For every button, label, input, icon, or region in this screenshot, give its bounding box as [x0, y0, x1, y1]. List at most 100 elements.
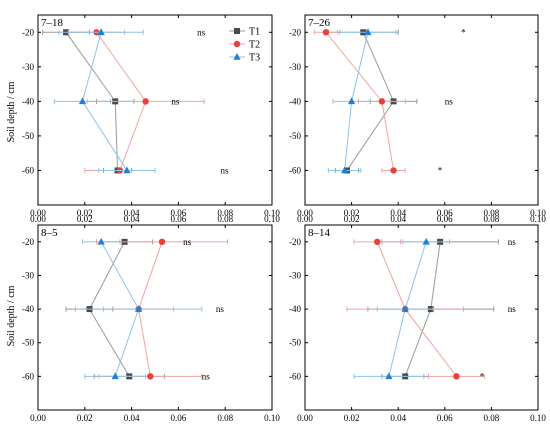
- x-tick-label: 0.06: [437, 208, 453, 218]
- data-point-T3: [348, 97, 356, 105]
- x-tick-label: 0.00: [297, 413, 313, 423]
- y-tick-label: -50: [22, 131, 34, 141]
- significance-label: *: [438, 165, 443, 175]
- data-point-T3: [341, 166, 349, 174]
- x-tick-label: 0.08: [217, 413, 233, 423]
- x-tick-label: 0.08: [484, 413, 500, 423]
- y-tick-label: -40: [289, 304, 301, 314]
- x-tick-label-top: 0.02: [344, 214, 360, 224]
- y-tick-label: -40: [289, 96, 301, 106]
- legend-label-T2: T2: [249, 40, 260, 51]
- data-point-T3: [97, 237, 105, 245]
- x-tick-label-top: 0.10: [264, 214, 280, 224]
- x-tick-label: 0.02: [77, 208, 93, 218]
- x-tick-label: 0.04: [124, 208, 140, 218]
- panel-title: 8–14: [308, 227, 331, 239]
- x-tick-label: 0.04: [390, 208, 406, 218]
- x-tick-label: 0.08: [217, 208, 233, 218]
- significance-label: ns: [445, 96, 454, 106]
- x-tick-label-top: 0.10: [530, 214, 546, 224]
- legend-label-T1: T1: [249, 27, 260, 38]
- data-point-T3: [385, 372, 393, 380]
- significance-label: ns: [508, 237, 516, 247]
- panel-frame-4: [304, 224, 539, 411]
- y-tick-label: -60: [22, 371, 34, 381]
- x-tick-label-top: 0.08: [217, 214, 233, 224]
- x-tick-label: 0.02: [344, 208, 360, 218]
- y-tick-label: -30: [22, 62, 34, 72]
- y-tick-label: -30: [289, 62, 301, 72]
- legend-label-T3: T3: [249, 53, 260, 64]
- significance-label: ns: [216, 304, 225, 314]
- x-tick-label: 0.00: [297, 208, 313, 218]
- y-tick-label: -50: [22, 338, 34, 348]
- x-tick-label: 0.04: [390, 413, 406, 423]
- x-tick-label: 0.02: [77, 413, 93, 423]
- y-tick-label: -40: [22, 304, 34, 314]
- data-point-T3: [97, 28, 105, 36]
- y-tick-label: -20: [22, 237, 34, 247]
- data-point-T2: [142, 98, 149, 105]
- x-tick-label: 0.10: [530, 413, 546, 423]
- x-tick-label: 0.06: [437, 413, 453, 423]
- y-tick-label: -60: [289, 371, 301, 381]
- x-tick-label-top: 0.06: [171, 214, 187, 224]
- y-axis-label-bottom: Soil depth / cm: [6, 285, 17, 346]
- data-point-T3: [123, 166, 131, 174]
- x-tick-label: 0.00: [30, 208, 46, 218]
- data-point-T2: [374, 238, 381, 246]
- significance-label: *: [461, 27, 466, 37]
- y-tick-label: -20: [289, 27, 301, 37]
- x-tick-label-top: 0.00: [30, 214, 46, 224]
- x-tick-label: 0.08: [484, 208, 500, 218]
- data-point-T2: [147, 373, 154, 380]
- y-tick-label: -20: [22, 27, 34, 37]
- data-point-T2: [390, 167, 397, 174]
- data-point-T3: [422, 237, 430, 245]
- x-tick-label: 0.04: [124, 413, 140, 423]
- x-tick-label: 0.00: [30, 413, 46, 423]
- x-tick-label: 0.06: [171, 413, 187, 423]
- x-tick-label: 0.06: [171, 208, 187, 218]
- x-tick-label-top: 0.04: [124, 214, 140, 224]
- panel-frame-1: [37, 14, 273, 206]
- significance-label: ns: [508, 304, 516, 314]
- significance-label: ns: [197, 27, 206, 37]
- data-point-T3: [111, 372, 119, 380]
- data-point-T2: [378, 98, 386, 105]
- x-tick-label: 0.10: [264, 208, 280, 218]
- significance-label: *: [480, 371, 485, 381]
- significance-label: ns: [171, 96, 180, 106]
- data-point-T3: [364, 28, 372, 36]
- significance-label: ns: [183, 237, 192, 247]
- x-tick-label-top: 0.04: [390, 214, 406, 224]
- y-tick-label: -60: [289, 165, 301, 175]
- y-tick-label: -60: [22, 165, 34, 175]
- data-point-T2: [158, 238, 166, 246]
- data-point-T3: [401, 305, 409, 312]
- x-tick-label: 0.10: [530, 208, 546, 218]
- y-tick-label: -20: [289, 237, 301, 247]
- significance-label: ns: [221, 165, 230, 175]
- x-tick-label-top: 0.06: [437, 214, 453, 224]
- data-point-T2: [453, 373, 460, 380]
- y-axis-label-top: Soil depth / cm: [6, 81, 17, 142]
- panel-frame-2: [304, 14, 539, 206]
- y-tick-label: -40: [22, 96, 34, 106]
- x-tick-label-top: 0.00: [297, 214, 313, 224]
- y-tick-label: -30: [22, 270, 34, 280]
- x-tick-label-top: 0.02: [77, 214, 93, 224]
- x-tick-label-top: 0.08: [484, 214, 500, 224]
- data-point-T3: [78, 97, 87, 105]
- significance-label: ns: [202, 371, 211, 381]
- panel-title: 7–18: [41, 17, 64, 29]
- y-tick-label: -50: [289, 131, 301, 141]
- panel-title: 8–5: [41, 227, 58, 239]
- y-tick-label: -50: [289, 338, 301, 348]
- y-tick-label: -30: [289, 270, 301, 280]
- legend-marker-T1: [234, 28, 240, 34]
- legend-marker-T3: [233, 53, 241, 60]
- x-tick-label: 0.10: [264, 413, 280, 423]
- data-point-T2: [322, 29, 330, 36]
